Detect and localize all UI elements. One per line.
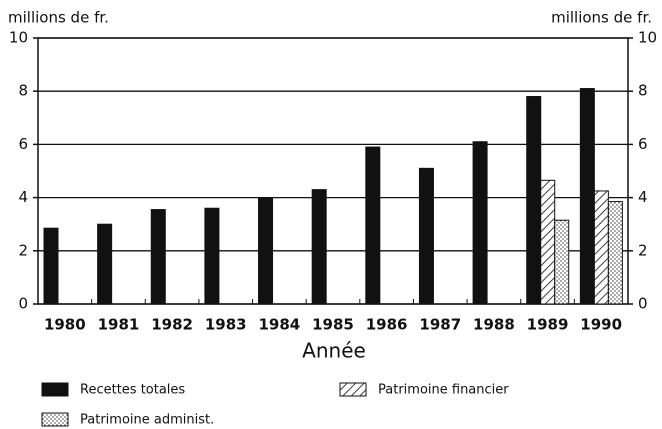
bar xyxy=(365,146,381,305)
y2-tick-label: 10 xyxy=(638,29,657,47)
bar xyxy=(311,189,327,305)
x-tick-label: 1985 xyxy=(312,316,354,334)
bar xyxy=(593,190,609,305)
x-tick-label: 1980 xyxy=(44,316,86,334)
x-tick-label: 1987 xyxy=(419,316,461,334)
x-tick-label: 1983 xyxy=(205,316,247,334)
legend-swatch xyxy=(41,412,69,427)
x-axis-label: Année xyxy=(302,339,366,363)
bar xyxy=(579,88,595,305)
bar xyxy=(607,201,623,305)
y2-tick-label: 6 xyxy=(638,135,648,153)
legend-swatch xyxy=(339,382,367,397)
x-tick-label: 1986 xyxy=(366,316,408,334)
bar xyxy=(97,223,113,305)
y2-tick-label: 2 xyxy=(638,241,648,259)
y-tick-label: 6 xyxy=(18,135,28,153)
y-tick-label: 8 xyxy=(18,82,28,100)
y-tick-label: 10 xyxy=(9,29,28,47)
y2-tick-label: 8 xyxy=(638,82,648,100)
x-tick-label: 1988 xyxy=(473,316,515,334)
bar xyxy=(258,197,274,305)
bar xyxy=(418,167,434,305)
bar xyxy=(526,96,542,305)
legend-label: Patrimoine administ. xyxy=(80,413,214,428)
bar xyxy=(540,179,556,305)
legend-label: Recettes totales xyxy=(80,383,185,398)
x-tick-label: 1982 xyxy=(151,316,193,334)
y2-tick-label: 0 xyxy=(638,295,648,313)
legend-swatch xyxy=(41,382,69,397)
bar xyxy=(204,207,220,305)
bar xyxy=(472,141,488,305)
plot-frame xyxy=(37,37,629,305)
y2-axis-label: millions de fr. xyxy=(551,9,652,27)
y-tick-label: 2 xyxy=(18,241,28,259)
y2-tick-label: 4 xyxy=(638,188,648,206)
bar xyxy=(150,209,166,305)
bar xyxy=(43,227,59,305)
x-tick-label: 1989 xyxy=(527,316,569,334)
y-tick-label: 4 xyxy=(18,188,28,206)
y-axis-label: millions de fr. xyxy=(8,9,109,27)
x-tick-label: 1981 xyxy=(98,316,140,334)
legend-label: Patrimoine financier xyxy=(378,383,509,398)
x-tick-label: 1990 xyxy=(580,316,622,334)
x-tick-label: 1984 xyxy=(258,316,300,334)
bar xyxy=(554,219,570,305)
y-tick-label: 0 xyxy=(18,295,28,313)
